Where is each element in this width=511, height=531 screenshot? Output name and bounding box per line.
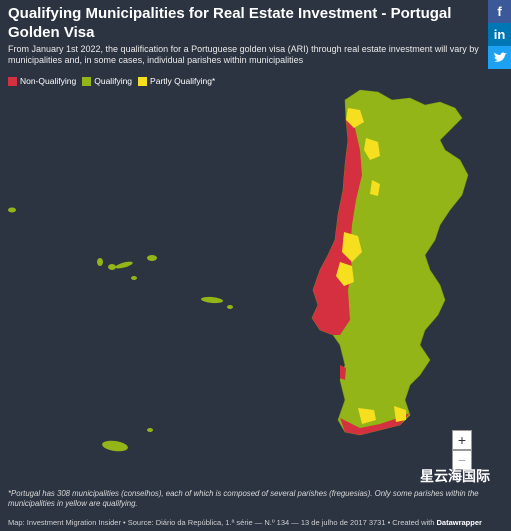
facebook-button[interactable]: f	[488, 0, 511, 23]
subtitle: From January 1st 2022, the qualification…	[8, 44, 479, 65]
legend: Non-Qualifying Qualifying Partly Qualifyin…	[8, 76, 215, 86]
azores	[8, 207, 233, 309]
legend-label: Qualifying	[94, 76, 133, 86]
legend-swatch	[138, 76, 148, 86]
title: Qualifying Municipalities for Real Estat…	[8, 5, 452, 41]
linkedin-button[interactable]: in	[488, 23, 511, 46]
legend-swatch	[82, 76, 92, 86]
twitter-icon	[493, 52, 507, 62]
legend-item: Partly Qualifying*	[138, 76, 215, 86]
zoom-controls: + −	[452, 430, 472, 470]
legend-label: Non-Qualifying	[20, 76, 77, 86]
madeira	[102, 428, 153, 452]
zoom-out[interactable]: −	[452, 450, 472, 470]
source-text: Map: Investment Migration Insider • Sour…	[8, 518, 437, 527]
footnote: *Portugal has 308 municipalities (consel…	[8, 489, 479, 508]
legend-label: Partly Qualifying*	[150, 76, 216, 86]
mainland	[311, 89, 469, 436]
watermark: 星云海国际	[420, 468, 490, 484]
twitter-button[interactable]	[488, 46, 511, 69]
legend-swatch	[8, 76, 17, 86]
legend-item: Qualifying	[82, 76, 132, 86]
legend-item: Non-Qualifying	[8, 76, 76, 86]
source: Map: Investment Migration Insider • Sour…	[8, 518, 482, 527]
source-brand: Datawrapper	[436, 518, 482, 527]
social-bar: f in	[488, 0, 511, 69]
zoom-in[interactable]: +	[452, 430, 472, 450]
